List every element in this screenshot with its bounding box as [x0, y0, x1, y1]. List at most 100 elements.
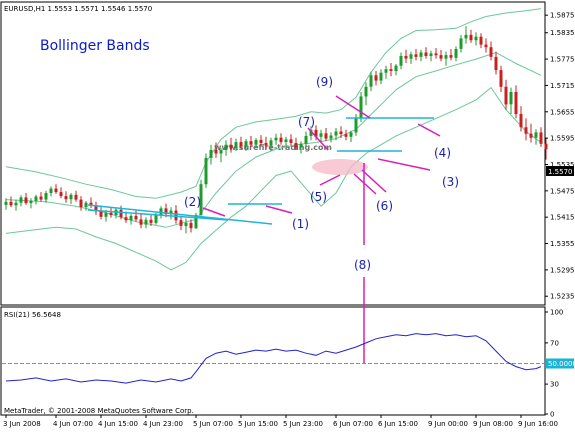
current-price-badge	[546, 166, 574, 176]
pointer-line-9	[335, 95, 371, 119]
candle-body	[14, 202, 18, 206]
time-tick-label: 9 Jun 16:00	[518, 420, 558, 428]
candle-body	[249, 141, 253, 145]
price-tick-label: 1.5595	[550, 135, 575, 143]
main-plot-frame	[0, 1, 546, 306]
time-tick-label: 5 Jun 07:00	[193, 420, 233, 428]
candle-body	[229, 144, 233, 149]
candle	[24, 193, 28, 205]
price-tick-label: 1.5235	[550, 293, 575, 301]
candle	[444, 51, 448, 66]
candle-body	[194, 215, 198, 229]
candle-body	[149, 219, 153, 223]
annotation-3: (3)	[442, 175, 459, 189]
candle-body	[489, 47, 493, 57]
candle	[294, 137, 298, 150]
watermark: www.surefire-trading.com	[214, 143, 332, 152]
candle-body	[519, 114, 523, 128]
candle-body	[19, 197, 23, 203]
candle-body	[414, 54, 418, 57]
candle	[414, 49, 418, 61]
candle	[324, 128, 328, 142]
price-tick-label: 1.5355	[550, 240, 575, 248]
candle-body	[159, 208, 163, 215]
candle	[424, 47, 428, 59]
candle	[484, 38, 488, 53]
candle-body	[329, 135, 333, 139]
candle	[249, 135, 253, 147]
candle-body	[124, 217, 128, 221]
price-tick-label: 1.5415	[550, 214, 575, 222]
candle	[504, 79, 508, 110]
time-tick-label: 4 Jun 07:00	[53, 420, 93, 428]
pointer-line-2	[202, 207, 226, 217]
candle-body	[214, 150, 218, 154]
candle-body	[289, 139, 293, 143]
cyan-trendline-1	[87, 204, 273, 225]
annotation-7: (7)	[298, 115, 315, 129]
candle-body	[39, 196, 43, 200]
candle	[419, 49, 423, 62]
candle	[14, 199, 18, 211]
candle	[144, 217, 148, 229]
rsi-title: RSI(21) 56.5648	[4, 311, 61, 319]
candle-body	[539, 132, 543, 144]
candle	[89, 197, 93, 208]
candle	[184, 218, 188, 234]
pointer-line-5	[319, 174, 341, 186]
copyright-text: MetaTrader, © 2001-2008 MetaQuotes Softw…	[4, 407, 194, 415]
candle-body	[504, 86, 508, 105]
price-tick-label: 1.5535	[550, 161, 575, 169]
candle-body	[219, 150, 223, 154]
price-tick-label: 1.5295	[550, 266, 575, 274]
rsi-tick-label: 0	[550, 411, 554, 419]
annotation-6: (6)	[376, 199, 393, 213]
candle	[229, 137, 233, 153]
candle	[54, 184, 58, 194]
candle-body	[49, 188, 53, 193]
candle	[544, 137, 548, 160]
candle	[179, 215, 183, 231]
candle	[139, 214, 143, 229]
rsi-tick-label: 70	[550, 339, 559, 347]
candle	[344, 129, 348, 141]
candle	[219, 148, 223, 163]
candle	[189, 219, 193, 233]
candle	[99, 206, 103, 220]
candle	[479, 33, 483, 49]
candle-body	[419, 52, 423, 57]
candle	[214, 142, 218, 158]
time-tick-label: 6 Jun 07:00	[333, 420, 373, 428]
candle	[69, 193, 73, 204]
candle-body	[284, 139, 288, 142]
candle-body	[239, 142, 243, 147]
candle-body	[24, 197, 28, 204]
candle	[44, 190, 48, 203]
rsi-level-label: 50.0000	[548, 360, 575, 368]
candle-body	[224, 144, 228, 150]
candle-body	[454, 49, 458, 58]
candle	[439, 49, 443, 62]
candle	[389, 63, 393, 77]
rsi-plot-frame	[0, 306, 546, 416]
time-tick-label: 5 Jun 23:00	[283, 420, 323, 428]
candle	[194, 212, 198, 229]
price-tick-label: 1.5875	[550, 12, 575, 20]
candle	[539, 127, 543, 147]
candle	[394, 63, 398, 76]
candle	[459, 34, 463, 53]
candle-body	[484, 44, 488, 48]
annotation-4: (4)	[434, 146, 451, 160]
candle-body	[54, 188, 58, 193]
candle	[454, 46, 458, 62]
candle-body	[409, 54, 413, 59]
candle	[289, 134, 293, 146]
candle	[239, 136, 243, 150]
candle	[284, 136, 288, 148]
candle	[309, 126, 313, 141]
candle-body	[184, 222, 188, 226]
pointer-line-4	[417, 123, 441, 137]
candle-body	[99, 211, 103, 217]
candle-body	[339, 131, 343, 135]
